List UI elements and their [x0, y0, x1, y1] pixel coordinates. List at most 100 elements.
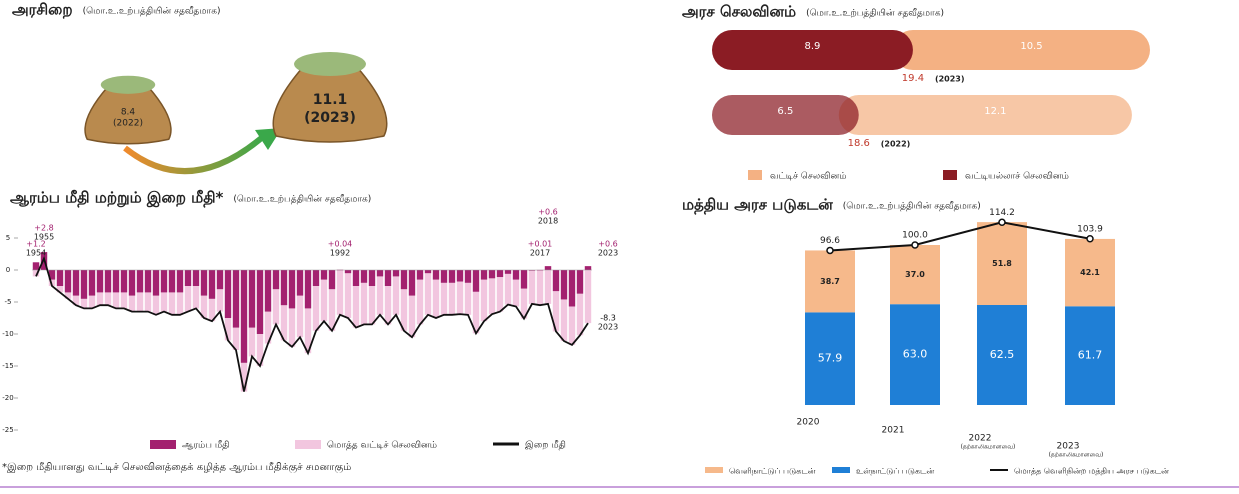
interest-bar [176, 292, 184, 315]
total-label: 18.6 [848, 138, 870, 149]
interest-bar [80, 298, 88, 309]
interest-bar [96, 292, 104, 306]
interest-bar [536, 269, 544, 306]
interest-bar [184, 286, 192, 312]
chart-subtitle: (மொ.உ.உற்பத்தியின் சதவீதமாக) [233, 195, 371, 205]
chart-title: மத்திய அரச படுகடன் [682, 196, 833, 215]
interest-bar [384, 286, 392, 325]
primary-bar [144, 270, 152, 293]
primary-bar [184, 270, 192, 286]
total-line [829, 221, 1091, 252]
annotation-year: 2023 [598, 249, 618, 258]
primary-bar [376, 270, 384, 277]
debt-bar [977, 305, 1027, 405]
annotation-value: +0.6 [538, 208, 557, 217]
interest-bar [64, 292, 72, 299]
bag-year: (2023) [304, 110, 356, 126]
money-bag [272, 66, 388, 143]
primary-bar [224, 270, 232, 318]
interest-bar [480, 279, 488, 322]
legend-label: வட்டியல்லாச் செலவினம் [965, 172, 1069, 182]
interest-bar [352, 286, 360, 328]
interest-bar [576, 293, 584, 336]
interest-bar [192, 286, 200, 309]
total-label: 96.6 [820, 236, 840, 246]
primary-bar [264, 270, 272, 312]
legend-label: மொத்த வெளிநின்ற மத்திய அரச படுகடன் [1014, 467, 1169, 476]
annotation-value: +0.01 [528, 240, 553, 249]
interest-bar [168, 292, 176, 315]
chart-title: ஆரம்ப மீதி மற்றும் இறை மீதி* [10, 189, 224, 208]
primary-bar [416, 270, 424, 280]
interest-bar [424, 273, 432, 315]
interest-bar [512, 279, 520, 307]
chart-subtitle: (மொ.உ.உற்பத்தியின் சதவீதமாக) [83, 7, 221, 17]
money-notes [294, 52, 366, 77]
bar-value: 37.0 [905, 270, 925, 279]
primary-bar [488, 270, 496, 279]
primary-bar [544, 266, 552, 270]
interest-bar [248, 327, 256, 357]
primary-bar [480, 270, 488, 280]
debt-bar [1065, 306, 1115, 405]
interest-bar [136, 292, 144, 312]
bar-value: 57.9 [818, 352, 843, 365]
money-notes [100, 75, 156, 94]
annotation-year: 1992 [330, 249, 350, 258]
primary-bar [464, 270, 472, 283]
annotation-value: +0.6 [598, 240, 617, 249]
primary-bar [584, 266, 592, 270]
annotation-year: 1955 [34, 233, 54, 242]
primary-bar [296, 270, 304, 296]
interest-bar [432, 279, 440, 318]
primary-bar [128, 270, 136, 296]
interest-bar [560, 299, 568, 342]
primary-bar [240, 270, 248, 363]
primary-bar [104, 270, 112, 293]
interest-bar [240, 362, 248, 392]
primary-bar [472, 270, 480, 292]
interest-bar [320, 279, 328, 322]
bar-value: 42.1 [1080, 268, 1100, 277]
primary-bar [552, 270, 560, 292]
primary-bar [520, 270, 528, 289]
total-point [998, 218, 1006, 227]
primary-bar [344, 270, 352, 274]
interest-bar [392, 276, 400, 315]
debt-bar [890, 304, 940, 405]
interest-bar [400, 289, 408, 331]
bar-value: 61.7 [1078, 349, 1103, 362]
legend-label: இறை மீதி [525, 441, 566, 451]
primary-bar [64, 270, 72, 293]
chart-title: அரசிறை [12, 1, 73, 19]
primary-bar [200, 270, 208, 296]
primary-bar [560, 270, 568, 300]
legend-swatch [832, 467, 850, 473]
arrow [123, 132, 267, 175]
primary-bar [80, 270, 88, 299]
annotation-value: -8.3 [600, 314, 616, 323]
legend-swatch [705, 467, 723, 473]
legend-swatch [748, 170, 762, 180]
y-tick-label: -5 [5, 298, 12, 306]
legend-swatch [943, 170, 957, 180]
primary-bar [512, 270, 520, 280]
primary-bar [112, 270, 120, 293]
bar-value: 63.0 [903, 348, 928, 361]
primary-bar [288, 270, 296, 309]
chart-subtitle: (மொ.உ.உற்பத்தியின் சதவீதமாக) [806, 9, 944, 19]
primary-bar [72, 270, 80, 296]
primary-bar [160, 270, 168, 293]
total-point [1086, 235, 1094, 243]
debt-bar [977, 222, 1027, 305]
primary-bar [392, 270, 400, 277]
y-tick-label: -15 [2, 362, 13, 370]
bar-value: 38.7 [820, 277, 840, 286]
interest-bar [360, 282, 368, 325]
interest-bar [256, 334, 264, 366]
interest-bar [472, 291, 480, 334]
bar-value: 51.8 [992, 259, 1012, 268]
interest-bar [216, 289, 224, 312]
primary-bar [152, 270, 160, 296]
interest-bar [552, 291, 560, 332]
